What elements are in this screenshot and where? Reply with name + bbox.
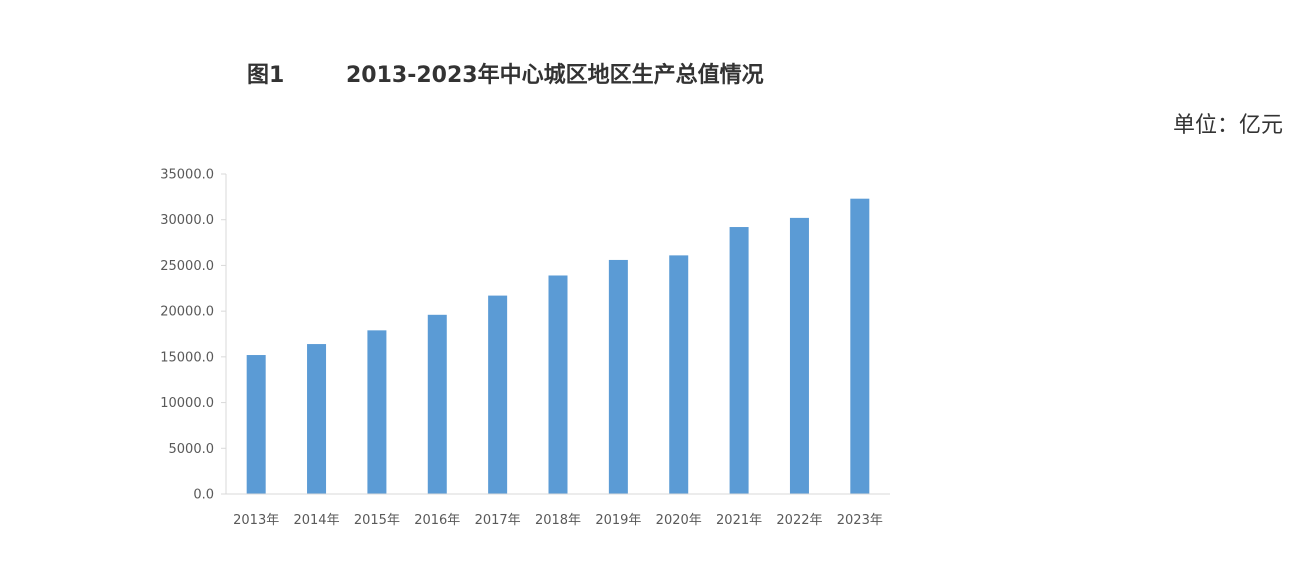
- y-axis: 0.0 5000.0 10000.0 15000.0 20000.0 25000.0 300…: [160, 168, 227, 503]
- y-tick-label: 0.0: [193, 488, 214, 503]
- y-tick-label: 25000.0: [160, 259, 214, 274]
- bar-2022年: [789, 217, 809, 494]
- x-category-label: 2016年: [414, 513, 460, 528]
- x-category-label: 2020年: [656, 513, 702, 528]
- y-tick-label: 15000.0: [160, 350, 214, 365]
- y-tick-label: 35000.0: [160, 168, 214, 183]
- bars: [246, 198, 870, 494]
- bar-2013年: [246, 355, 266, 494]
- x-category-label: 2021年: [716, 513, 762, 528]
- bar-2021年: [729, 227, 749, 494]
- x-category-label: 2022年: [776, 513, 822, 528]
- x-category-label: 2023年: [837, 513, 883, 528]
- y-tick-label: 5000.0: [169, 442, 215, 457]
- chart-title: 2013-2023年中心城区地区生产总值情况: [346, 63, 764, 88]
- title-row: 图1 2013-2023年中心城区地区生产总值情况: [0, 58, 1297, 94]
- x-category-label: 2018年: [535, 513, 581, 528]
- x-category-label: 2014年: [293, 513, 339, 528]
- x-category-label: 2019年: [595, 513, 641, 528]
- bar-2016年: [427, 314, 447, 494]
- y-tick-label: 30000.0: [160, 213, 214, 228]
- y-tick-label: 20000.0: [160, 305, 214, 320]
- bar-2023年: [850, 198, 870, 494]
- x-axis: 2013年 2014年 2015年 2016年 2017年 2018年 2019年 2020年…: [226, 493, 890, 528]
- figure-label: 图1: [247, 63, 285, 88]
- bar-2019年: [608, 259, 628, 494]
- bar-2017年: [488, 295, 508, 494]
- x-category-label: 2013年: [233, 513, 279, 528]
- bar-2015年: [367, 330, 387, 494]
- x-category-label: 2015年: [354, 513, 400, 528]
- x-category-label: 2017年: [475, 513, 521, 528]
- y-tick-label: 10000.0: [160, 396, 214, 411]
- bar-2020年: [669, 255, 689, 494]
- bar-2014年: [307, 344, 327, 494]
- bar-2018年: [548, 275, 568, 494]
- unit-label: 单位：亿元: [1172, 113, 1283, 138]
